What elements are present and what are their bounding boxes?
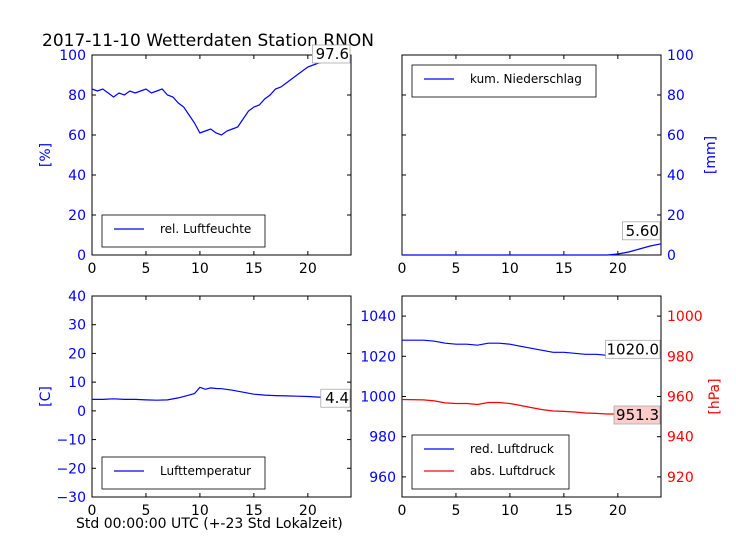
y-tick-label: 0 (77, 404, 86, 420)
x-tick-label: 20 (609, 503, 627, 519)
legend-box (411, 434, 570, 490)
data-label: 1020.0 (607, 340, 660, 358)
legend-box (411, 64, 597, 98)
legend-label: rel. Luftfeuchte (160, 222, 251, 236)
y-tick-label-right: 1000 (667, 309, 703, 325)
y-tick-label-right: 980 (667, 349, 694, 365)
y-tick-label-right: 920 (667, 470, 694, 486)
y-tick-label-right: 940 (667, 430, 694, 446)
y-tick-label: 40 (667, 168, 685, 184)
x-tick-label: 0 (88, 503, 97, 519)
data-label-box (605, 339, 661, 359)
x-tick-label: 15 (555, 503, 573, 519)
data-label-box (311, 44, 351, 64)
x-tick-label: 0 (88, 261, 97, 277)
chart-panel-bottom-right: 0 5 10 15 20 960 980 1000 1020 1040 920 940 960 980 10… (360, 295, 723, 519)
y-tick-label: 100 (667, 48, 694, 64)
y-tick-label: 0 (667, 248, 676, 264)
x-tick-label: 20 (609, 261, 627, 277)
y-tick-label: 0 (77, 248, 86, 264)
x-tick-label: 10 (191, 261, 209, 277)
y-tick-label: −10 (56, 433, 86, 449)
y-tick-label: 80 (68, 88, 86, 104)
chart-panel-top-right: 0 5 10 15 20 0 20 40 60 80 100 [mm] 5.60 kum. Nieders… (398, 48, 719, 277)
y-tick-label: 40 (68, 168, 86, 184)
x-tick-label: 0 (398, 261, 407, 277)
legend-label: red. Luftdruck (470, 442, 554, 456)
y-tick-label: 1000 (360, 390, 396, 406)
x-tick-label: 5 (451, 261, 460, 277)
legend-label: abs. Luftdruck (470, 464, 555, 478)
y-tick-label: 100 (59, 48, 86, 64)
y-tick-label-right: 960 (667, 390, 694, 406)
temperature-line (92, 386, 352, 401)
y-axis-label: [%] (38, 143, 54, 167)
chart-panel-top-left: 0 5 10 15 20 0 20 40 60 80 100 [%] 97.6 rel. Luftfeuc… (38, 44, 352, 277)
figure-title: 2017-11-10 Wetterdaten Station RNON (42, 31, 374, 51)
legend-box (101, 456, 266, 490)
x-tick-label: 10 (501, 503, 519, 519)
chart-panel-bottom-left: 0 5 10 15 20 −30 −20 −10 0 10 20 30 40 [C] 4.4 Lufttemp… (38, 289, 352, 519)
y-tick-label: 10 (68, 375, 86, 391)
y-tick-label: 20 (68, 346, 86, 362)
precipitation-line (402, 243, 662, 256)
x-tick-label: 5 (141, 503, 150, 519)
x-tick-label: 20 (299, 503, 317, 519)
legend-label: kum. Niederschlag (470, 72, 582, 86)
x-tick-label: 15 (555, 261, 573, 277)
data-label: 5.60 (626, 222, 659, 240)
axes-frame (91, 54, 352, 256)
y-tick-label: 20 (68, 208, 86, 224)
y-axis-label: [mm] (703, 136, 719, 174)
data-label-box (320, 388, 351, 408)
x-tick-label: 20 (299, 261, 317, 277)
x-tick-label: 10 (501, 261, 519, 277)
y-axis-label: [C] (38, 386, 54, 407)
y-tick-label: −30 (56, 490, 86, 506)
humidity-line (91, 59, 352, 136)
data-label: 97.6 (316, 45, 349, 63)
y-tick-label: 80 (667, 88, 685, 104)
data-label-box (622, 221, 661, 241)
y-tick-label: 20 (667, 208, 685, 224)
x-tick-label: 15 (245, 261, 263, 277)
y-tick-label: −20 (56, 461, 86, 477)
x-tick-label: 15 (245, 503, 263, 519)
y-tick-label: 30 (68, 318, 86, 334)
data-label: 4.4 (325, 389, 349, 407)
x-tick-label: 5 (141, 261, 150, 277)
legend-box (101, 214, 266, 248)
axes-frame (91, 295, 352, 498)
data-label: 951.3 (616, 406, 659, 424)
y-tick-label: 40 (68, 289, 86, 305)
y-axis-label-right: [hPa] (707, 378, 723, 414)
y-tick-label: 1020 (360, 349, 396, 365)
x-axis-caption: Std 00:00:00 UTC (+-23 Std Lokalzeit) (76, 516, 343, 532)
y-tick-label: 960 (369, 470, 396, 486)
y-tick-label: 980 (369, 430, 396, 446)
data-label-box (613, 405, 661, 425)
legend-label: Lufttemperatur (160, 464, 251, 478)
x-tick-label: 5 (451, 503, 460, 519)
x-tick-label: 10 (191, 503, 209, 519)
y-tick-label: 1040 (360, 309, 396, 325)
y-tick-label: 60 (667, 128, 685, 144)
y-tick-label: 60 (68, 128, 86, 144)
x-tick-label: 0 (398, 503, 407, 519)
